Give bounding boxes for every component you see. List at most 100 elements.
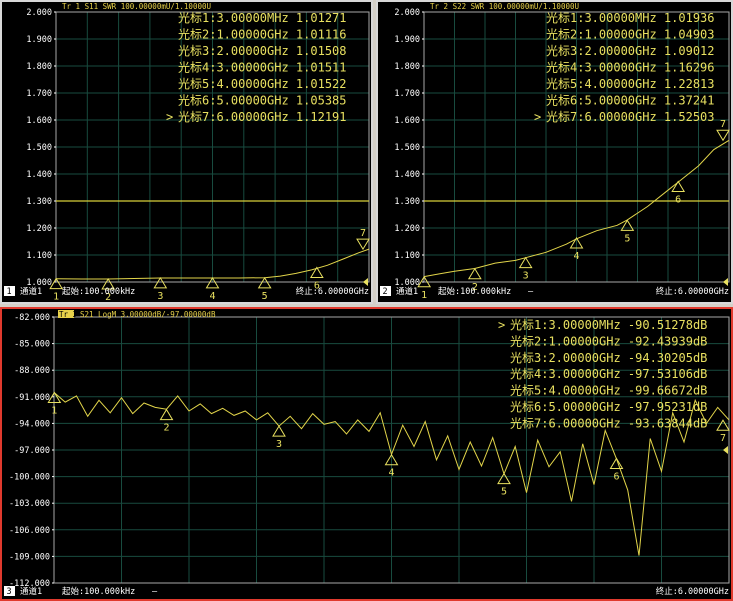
y-tick-label: -82.000 — [14, 313, 50, 323]
trace-tag: Tr 3 — [59, 310, 77, 319]
y-tick-label: 2.000 — [394, 8, 420, 18]
channel-number-box — [4, 286, 15, 296]
marker-number: 1 — [51, 405, 57, 416]
active-marker-indicator: > — [498, 318, 505, 332]
trace-header: S21 LogM 3.00000dB/-97.00000dB — [80, 310, 216, 319]
channel-number-box — [380, 286, 391, 296]
y-tick-label: 1.300 — [26, 197, 52, 207]
channel-number: 3 — [7, 587, 12, 597]
marker-readout: 光标5:4.00000GHz -99.66672dB — [510, 384, 707, 398]
y-tick-label: 1.700 — [26, 89, 52, 99]
y-tick-label: 1.200 — [394, 224, 420, 234]
y-tick-label: 1.000 — [26, 278, 52, 288]
trace-tag-box — [58, 310, 74, 318]
reference-arrow — [723, 278, 728, 286]
marker-readout: 光标4:3.00000GHz 1.01511 — [178, 61, 347, 75]
marker-readout: 光标7:6.00000GHz -93.63844dB — [510, 416, 707, 430]
marker-number: 5 — [262, 291, 268, 302]
marker-number: 3 — [523, 271, 529, 282]
marker-number: 2 — [105, 292, 111, 302]
marker-triangle — [716, 419, 730, 431]
marker-readout: 光标6:5.00000GHz 1.05385 — [178, 94, 347, 108]
channel-number: 1 — [7, 287, 12, 297]
marker-readout: 光标6:5.00000GHz -97.95231dB — [510, 400, 707, 414]
marker-readout: 光标3:2.00000GHz 1.01508 — [178, 44, 347, 58]
active-marker-indicator: > — [166, 110, 173, 124]
marker-triangle — [467, 267, 482, 280]
y-tick-label: 1.400 — [394, 170, 420, 180]
marker-number: 7 — [720, 119, 726, 130]
marker-number: 6 — [613, 471, 619, 482]
marker-number: 6 — [314, 280, 320, 291]
trace-line — [55, 248, 370, 280]
y-tick-label: -94.000 — [14, 419, 50, 429]
chart-svg-1: 2.000 1.900 1.800 1.700 1.600 1.500 1.400 1.300… — [4, 2, 370, 302]
marker-readout: 光标1:3.00000MHz 1.01936 — [546, 11, 715, 25]
marker-triangle — [417, 275, 432, 288]
active-marker-indicator: > — [534, 110, 541, 124]
y-tick-label: -112.000 — [9, 579, 50, 589]
marker-number: 4 — [209, 291, 215, 302]
channel-label: 通道1 — [396, 286, 418, 297]
chart-window-2[interactable]: 2.000 1.900 1.800 1.700 1.600 1.500 1.400 1.300… — [376, 0, 733, 304]
y-tick-label: 1.400 — [26, 170, 52, 180]
reference-arrow — [723, 446, 728, 454]
y-tick-label: 1.700 — [394, 89, 420, 99]
marker-readout: 光标1:3.00000MHz -90.51278dB — [510, 318, 707, 332]
marker-readout: 光标5:4.00000GHz 1.22813 — [546, 77, 715, 91]
stop-frequency: 终止:6.00000GHz — [656, 586, 729, 597]
trace-header: Tr 1 S11 SWR 100.00000mU/1.10000U — [62, 2, 211, 11]
y-tick-label: -100.000 — [9, 473, 50, 483]
y-tick-label: 1.200 — [26, 224, 52, 234]
channel-label: 通道1 — [20, 586, 42, 597]
marker-triangle — [609, 457, 624, 469]
footer-dash: — — [528, 287, 534, 297]
marker-triangle — [309, 266, 324, 278]
marker-readout: 光标7:6.00000GHz 1.12191 — [178, 110, 347, 124]
chart-svg-3: -82.000 -85.000 -88.000 -91.000 -94.000 -97.0… — [4, 310, 730, 597]
marker-triangle — [257, 276, 272, 289]
y-tick-label: -109.000 — [9, 552, 50, 562]
marker-triangle — [569, 237, 584, 249]
marker-number: 4 — [388, 468, 394, 479]
marker-number: 3 — [157, 291, 163, 302]
channel-label: 通道1 — [20, 286, 42, 297]
start-frequency: 起始:100.000kHz — [62, 286, 135, 297]
marker-number: 2 — [163, 423, 169, 434]
y-tick-label: 1.800 — [26, 62, 52, 72]
stop-frequency: 终止:6.00000GHz — [296, 286, 369, 297]
start-frequency: 起始:100.000kHz — [438, 286, 511, 297]
marker-readout: 光标4:3.00000GHz 1.16296 — [546, 61, 715, 75]
y-tick-label: -103.000 — [9, 499, 50, 509]
channel-number-box — [4, 586, 15, 596]
y-tick-label: 1.100 — [394, 251, 420, 261]
marker-number: 1 — [421, 290, 427, 301]
marker-triangle — [272, 425, 286, 437]
marker-number: 7 — [360, 228, 366, 239]
marker-readout: 光标2:1.00000GHz -92.43939dB — [510, 334, 707, 348]
y-tick-label: 2.000 — [26, 8, 52, 18]
channel-number: 2 — [383, 287, 388, 297]
marker-readout: 光标1:3.00000MHz 1.01271 — [178, 11, 347, 25]
y-tick-label: -97.000 — [14, 446, 50, 456]
marker-readout: 光标7:6.00000GHz 1.52503 — [546, 110, 715, 124]
stop-frequency: 终止:6.00000GHz — [656, 286, 729, 297]
marker-triangle — [716, 129, 730, 142]
marker-number: 6 — [675, 194, 681, 205]
marker-readout: 光标6:5.00000GHz 1.37241 — [546, 94, 715, 108]
y-tick-label: 1.600 — [26, 116, 52, 126]
y-tick-label: -85.000 — [14, 340, 50, 350]
marker-readout: 光标2:1.00000GHz 1.04903 — [546, 28, 715, 42]
start-frequency: 起始:100.000kHz — [62, 586, 135, 597]
marker-triangle — [620, 219, 635, 231]
marker-triangle — [101, 278, 116, 290]
marker-readout: 光标3:2.00000GHz 1.09012 — [546, 44, 715, 58]
y-tick-label: -106.000 — [9, 526, 50, 536]
marker-number: 7 — [720, 433, 726, 444]
marker-triangle — [384, 453, 399, 466]
chart-window-3[interactable]: -82.000 -85.000 -88.000 -91.000 -94.000 -97.0… — [0, 307, 733, 601]
chart-window-1[interactable]: 2.000 1.900 1.800 1.700 1.600 1.500 1.400 1.300… — [0, 0, 373, 304]
marker-readout: 光标3:2.00000GHz -94.30205dB — [510, 351, 707, 365]
marker-triangle — [47, 391, 62, 403]
marker-triangle — [205, 276, 220, 289]
